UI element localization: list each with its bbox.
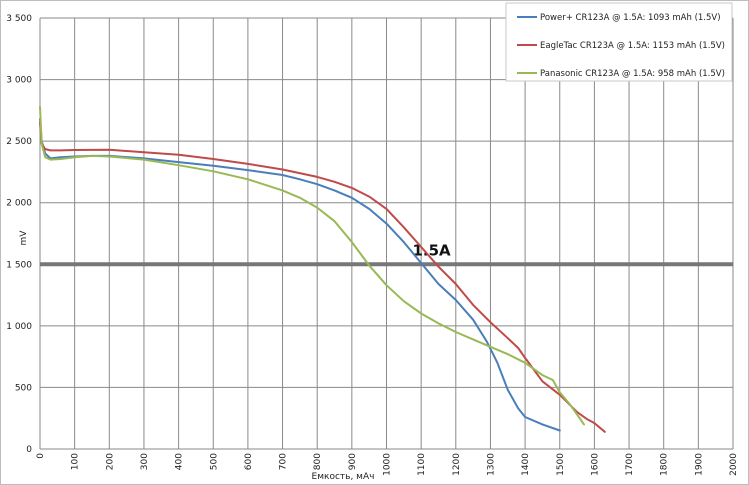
y-tick-label: 1 000 <box>6 322 32 332</box>
x-tick-label: 1200 <box>452 453 462 476</box>
series-lines <box>39 105 606 433</box>
y-tick-label: 3 000 <box>6 76 32 86</box>
x-tick-label: 500 <box>209 453 219 470</box>
x-tick-label: 1400 <box>521 453 531 476</box>
y-tick-label: 500 <box>15 383 32 393</box>
x-tick-label: 0 <box>36 453 46 459</box>
x-tick-label: 1600 <box>590 453 600 476</box>
grid-lines <box>39 17 734 450</box>
x-tick-label: 1900 <box>694 453 704 476</box>
legend-entry: Panasonic CR123A @ 1.5A: 958 mAh (1.5V) <box>540 69 725 79</box>
x-tick-label: 100 <box>71 453 81 470</box>
y-tick-label: 2 000 <box>6 199 32 209</box>
reference-line-label: 1.5A <box>412 241 451 259</box>
y-tick-label: 3 500 <box>6 14 32 24</box>
x-tick-label: 600 <box>244 453 254 470</box>
x-tick-label: 900 <box>348 453 358 470</box>
x-tick-label: 1700 <box>625 453 635 476</box>
y-axis-title: mV <box>19 230 29 246</box>
x-tick-label: 1500 <box>556 453 566 476</box>
legend-entry: Power+ CR123A @ 1.5A: 1093 mAh (1.5V) <box>540 13 721 23</box>
x-tick-label: 300 <box>140 453 150 470</box>
y-tick-label: 0 <box>26 445 32 455</box>
x-tick-label: 1300 <box>486 453 496 476</box>
x-axis-title: Емкость, мАч <box>312 472 375 482</box>
legend-box <box>505 2 733 82</box>
y-tick-labels: 0 500 1 000 1 500 2 000 2 500 3 000 3 500 <box>6 14 32 455</box>
x-tick-label: 400 <box>175 453 185 470</box>
reference-line-group: 1.5A <box>40 241 733 267</box>
x-tick-label: 1100 <box>417 453 427 476</box>
y-tick-label: 1 500 <box>6 260 32 270</box>
series-line-3 <box>39 105 585 426</box>
y-tick-label: 2 500 <box>6 137 32 147</box>
x-tick-label: 200 <box>105 453 115 470</box>
x-tick-label: 800 <box>313 453 323 470</box>
x-tick-label: 700 <box>279 453 289 470</box>
x-tick-label: 1800 <box>660 453 670 476</box>
series-line-2 <box>39 121 606 433</box>
x-tick-label: 2000 <box>729 453 739 476</box>
legend-entry: EagleTac CR123A @ 1.5A: 1153 mAh (1.5V) <box>540 41 725 51</box>
x-tick-label: 1000 <box>383 453 393 476</box>
legend: Power+ CR123A @ 1.5A: 1093 mAh (1.5V) Eag… <box>505 2 733 82</box>
x-tick-labels: 0 100 200 300 400 500 600 700 800 900 1000 1100 1200… <box>36 453 739 476</box>
